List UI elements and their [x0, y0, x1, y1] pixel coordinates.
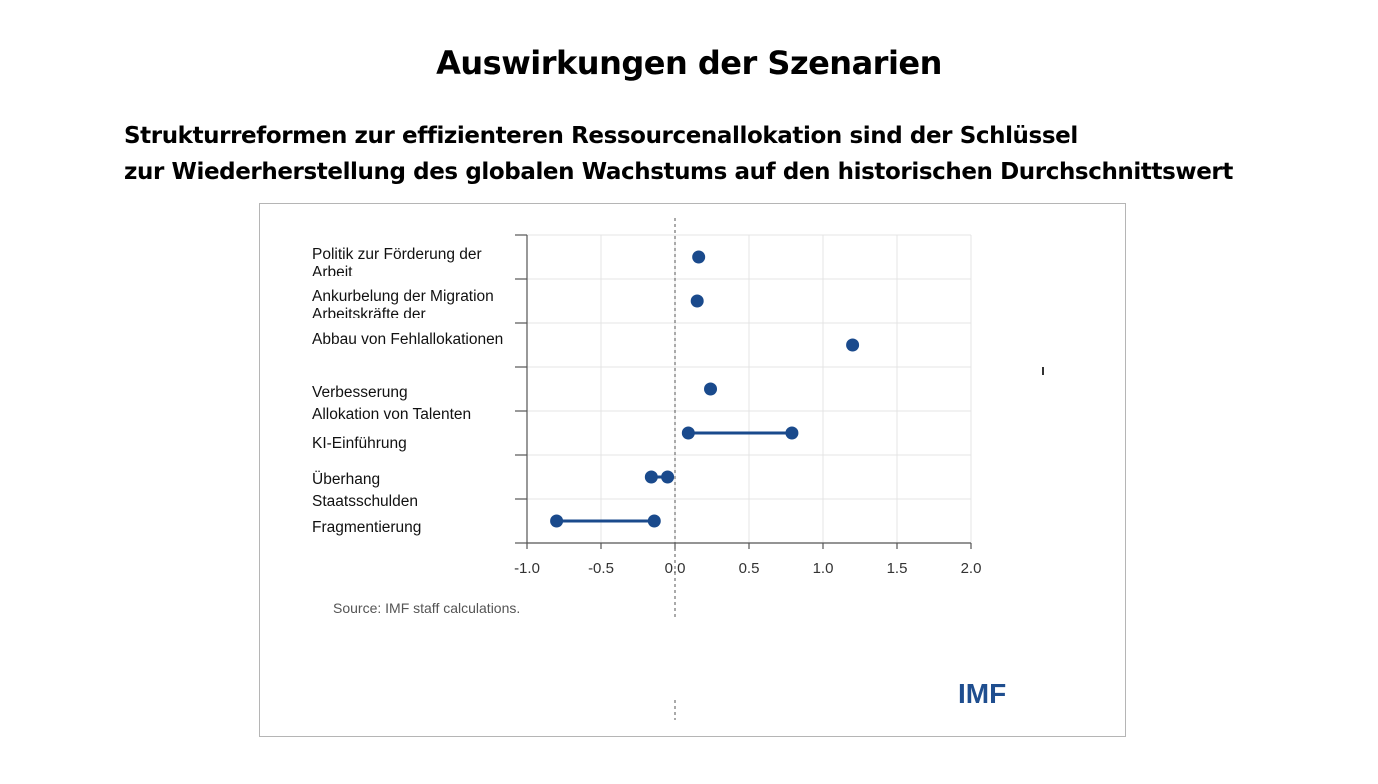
x-tick-label: 1.0 — [813, 560, 834, 577]
slide-subtitle: Strukturreformen zur effizienteren Resso… — [124, 118, 1233, 190]
chart-source: Source: IMF staff calculations. — [333, 600, 521, 616]
subtitle-line-2: zur Wiederherstellung des globalen Wachs… — [124, 159, 1233, 185]
data-point — [785, 426, 799, 440]
data-point — [644, 470, 658, 484]
category-label-2: Ankurbelung der Migration Arbeitskräfte … — [312, 288, 494, 318]
x-tick-label: -0.5 — [588, 560, 614, 577]
data-point — [681, 426, 695, 440]
data-point — [647, 514, 661, 528]
x-tick-label: 2.0 — [961, 560, 982, 577]
category-label-5: KI-Einführung — [312, 435, 407, 452]
data-point — [846, 338, 860, 352]
chart-frame — [259, 203, 1126, 737]
slide-title: Auswirkungen der Szenarien — [436, 44, 942, 82]
subtitle-line-1: Strukturreformen zur effizienteren Resso… — [124, 123, 1078, 149]
imf-logo: IMF — [958, 678, 1007, 709]
x-tick-label: -1.0 — [514, 560, 540, 577]
data-point — [690, 294, 704, 308]
divider-mark — [1042, 367, 1044, 375]
category-label-6: Überhang Staatsschulden — [312, 471, 418, 510]
data-point — [692, 250, 706, 264]
x-tick-label: 1.5 — [887, 560, 908, 577]
x-tick-label: 0.5 — [739, 560, 760, 577]
category-label-1: Politik zur Förderung der Arbeit — [312, 246, 482, 276]
data-point — [704, 382, 718, 396]
data-point — [661, 470, 675, 484]
category-label-4: Verbesserung Allokation von Talenten — [312, 384, 472, 423]
data-point — [550, 514, 564, 528]
category-label-3: Abbau von Fehlallokationen — [312, 331, 504, 348]
category-label-7: Fragmentierung — [312, 519, 422, 536]
